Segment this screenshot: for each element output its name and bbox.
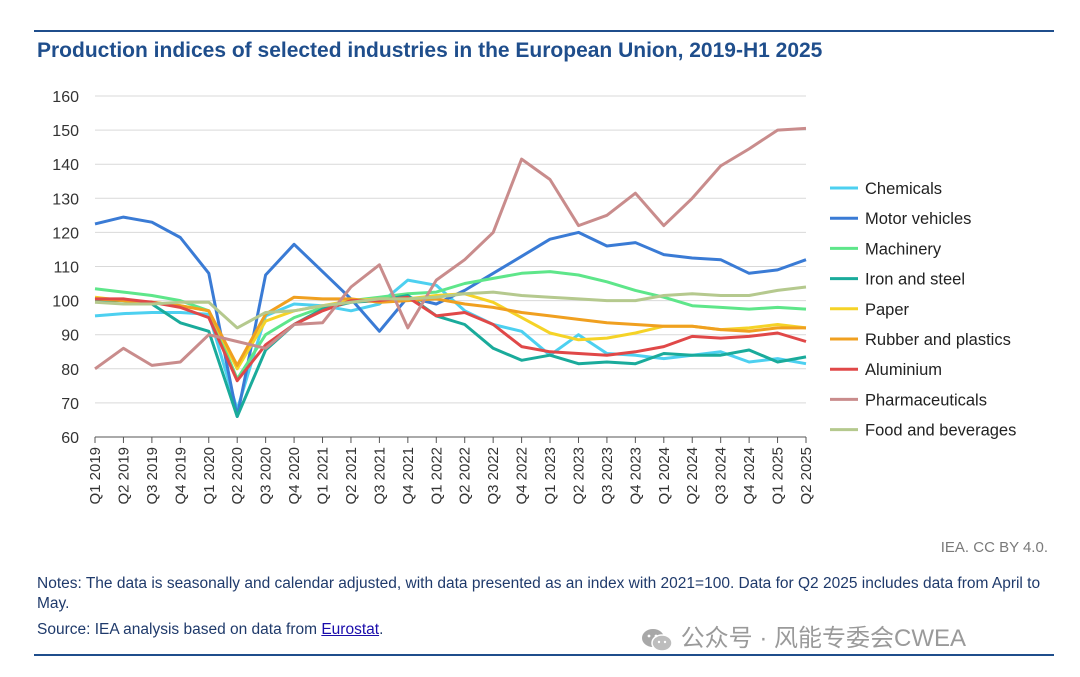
series-line-rubber-and-plastics <box>94 295 806 367</box>
x-tick-label: Q2 2023 <box>570 447 587 505</box>
legend-label: Aluminium <box>865 361 942 379</box>
line-chart: 60 70 80 90 100 110 120 130 140 150 160 Q1 2019 Q2 … <box>52 89 1016 505</box>
x-tick-label: Q4 2024 <box>741 447 758 505</box>
credit-text: IEA. CC BY 4.0. <box>940 539 1048 556</box>
x-tick-label: Q1 2019 <box>87 447 104 505</box>
legend-label: Food and beverages <box>865 422 1016 440</box>
gridlines <box>95 95 806 404</box>
y-tick-label: 100 <box>52 294 79 311</box>
x-tick-label: Q3 2020 <box>258 447 275 505</box>
x-tick-label: Q1 2023 <box>542 447 559 505</box>
watermark: 公众号 · 风能专委会CWEA <box>640 618 966 653</box>
wechat-icon <box>642 628 673 652</box>
source-prefix: Source: IEA analysis based on data from <box>37 621 322 638</box>
series-line-motor-vehicles <box>94 215 807 418</box>
legend-label: Paper <box>865 301 910 319</box>
x-tick-label: Q1 2024 <box>656 447 673 505</box>
legend-label: Machinery <box>865 240 942 258</box>
eurostat-link[interactable]: Eurostat <box>321 621 380 638</box>
legend-label: Chemicals <box>865 180 942 198</box>
notes-text: Notes: The data is seasonally and calend… <box>37 575 1041 612</box>
x-tick-label: Q1 2021 <box>315 447 332 505</box>
source-line: Source: IEA analysis based on data from … <box>37 621 383 639</box>
x-tick-label: Q2 2025 <box>798 447 815 505</box>
legend-label: Iron and steel <box>865 271 965 289</box>
x-tick-label: Q2 2019 <box>115 447 132 505</box>
x-tick-label: Q1 2025 <box>770 447 787 505</box>
x-tick-label: Q3 2022 <box>485 447 502 505</box>
x-tick-label: Q2 2020 <box>229 447 246 505</box>
y-tick-label: 130 <box>52 191 79 208</box>
legend-label: Pharmaceuticals <box>865 391 987 409</box>
watermark-text: 公众号 · 风能专委会CWEA <box>680 625 966 652</box>
x-tick-label: Q3 2023 <box>599 447 616 505</box>
x-tick-label: Q4 2021 <box>400 447 417 505</box>
legend-label: Rubber and plastics <box>865 331 1011 349</box>
x-tick-label: Q2 2024 <box>684 447 701 505</box>
y-tick-label: 150 <box>52 123 79 140</box>
bottom-rule <box>34 654 1054 656</box>
series-line-iron-and-steel <box>95 294 807 418</box>
x-tick-label: Q1 2022 <box>428 447 445 505</box>
y-axis: 60 70 80 90 100 110 120 130 140 150 160 <box>52 89 79 447</box>
y-tick-label: 110 <box>53 260 79 277</box>
chart-title: Production indices of selected industrie… <box>37 39 823 62</box>
y-tick-label: 60 <box>61 430 79 447</box>
x-tick-label: Q4 2020 <box>286 447 303 505</box>
y-tick-label: 90 <box>61 328 79 345</box>
series-line-aluminium <box>95 295 807 383</box>
x-tick-label: Q3 2021 <box>371 447 388 505</box>
x-tick-label: Q2 2022 <box>457 447 474 505</box>
series-lines <box>94 126 807 418</box>
x-tick-label: Q4 2019 <box>172 447 189 505</box>
legend: Chemicals Motor vehicles Machinery Iron and… <box>830 180 1016 440</box>
source-suffix: . <box>379 621 384 638</box>
top-rule <box>34 30 1054 32</box>
series-line-chemicals <box>94 278 807 412</box>
y-tick-label: 160 <box>52 89 79 106</box>
series-line-food-and-beverages <box>94 285 807 330</box>
x-tick-label: Q4 2022 <box>514 447 531 505</box>
y-tick-label: 120 <box>52 225 79 242</box>
x-tick-label: Q3 2019 <box>144 447 161 505</box>
y-tick-label: 70 <box>61 396 79 413</box>
legend-label: Motor vehicles <box>865 210 971 228</box>
y-tick-label: 140 <box>52 157 79 174</box>
x-tick-label: Q4 2023 <box>627 447 644 505</box>
x-tick-label: Q2 2021 <box>343 447 360 505</box>
x-axis: Q1 2019 Q2 2019 Q3 2019 Q4 2019 Q1 2020 Q2 20… <box>87 436 815 505</box>
series-line-pharmaceuticals <box>94 126 807 371</box>
y-tick-label: 80 <box>61 362 79 379</box>
x-tick-label: Q1 2020 <box>201 447 218 505</box>
x-tick-label: Q3 2024 <box>713 447 730 505</box>
series-line-machinery <box>94 270 807 381</box>
